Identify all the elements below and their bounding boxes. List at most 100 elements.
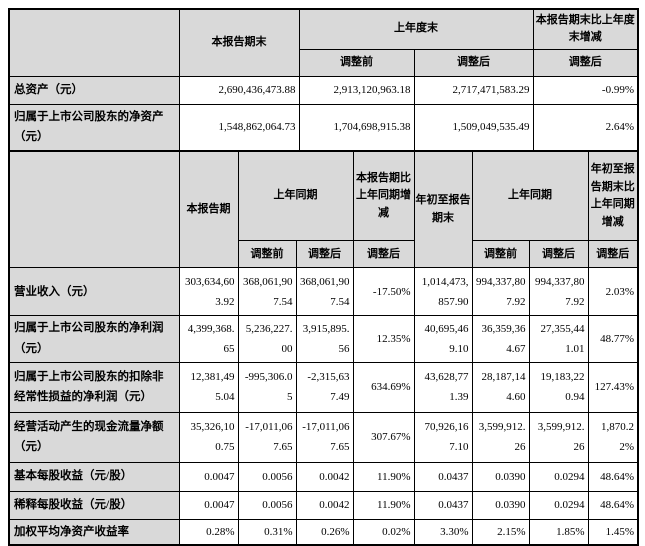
value-cell: 0.0437 — [413, 461, 473, 492]
row-label: 归属于上市公司股东的扣除非经常性损益的净利润（元） — [8, 361, 180, 413]
t1-header-prior-year-end: 上年度末 — [298, 8, 534, 50]
value-cell: 40,695,469.10 — [413, 315, 473, 363]
value-cell: 12.35% — [352, 315, 415, 363]
value-cell: 2.03% — [587, 267, 639, 317]
balance-summary-table: 本报告期末 上年度末 本报告期末比上年度末增减 调整前 调整后 调整后 总资产（… — [8, 8, 639, 152]
value-cell: 48.64% — [587, 461, 639, 492]
income-summary-table: 本报告期 上年同期 本报告期比上年同期增减 年初至报告期末 上年同期 年初至报告… — [8, 149, 639, 546]
row-label: 营业收入（元） — [8, 267, 180, 317]
value-cell: 0.0056 — [237, 461, 297, 492]
row-label: 基本每股收益（元/股） — [8, 461, 180, 492]
row-label: 归属于上市公司股东的净资产（元） — [8, 103, 180, 152]
value-cell: 2.64% — [532, 103, 639, 152]
table-row-net-assets: 归属于上市公司股东的净资产（元） 1,548,862,064.73 1,704,… — [8, 103, 639, 152]
row-label: 总资产（元） — [8, 75, 180, 105]
value-cell: 4,399,368.65 — [178, 315, 239, 363]
value-cell: 0.0294 — [528, 461, 589, 492]
t2-subheader-ytd-change-after-adjust: 调整后 — [587, 240, 639, 269]
value-cell: 35,326,100.75 — [178, 411, 239, 463]
t2-subheader-before-adjust: 调整前 — [237, 240, 297, 269]
table-row-basic-eps: 基本每股收益（元/股） 0.0047 0.0056 0.0042 11.90% … — [8, 461, 639, 492]
value-cell: 303,634,603.92 — [178, 267, 239, 317]
t2-header-prior-period-ytd: 上年同期 — [471, 150, 589, 242]
financial-report-tables: 本报告期末 上年度末 本报告期末比上年度末增减 调整前 调整后 调整后 总资产（… — [8, 8, 639, 546]
value-cell: 3,599,912.26 — [471, 411, 530, 463]
value-cell: 0.28% — [178, 518, 239, 546]
t1-header-current-period-end: 本报告期末 — [178, 8, 300, 77]
value-cell: 2,717,471,583.29 — [413, 75, 534, 105]
value-cell: 1,870.22% — [587, 411, 639, 463]
value-cell: 1,704,698,915.38 — [298, 103, 415, 152]
value-cell: 368,061,907.54 — [295, 267, 354, 317]
value-cell: 0.0390 — [471, 461, 530, 492]
value-cell: 1.45% — [587, 518, 639, 546]
t2-header-row-2: 调整前 调整后 调整后 调整前 调整后 调整后 — [9, 240, 639, 269]
value-cell: -0.99% — [532, 75, 639, 105]
value-cell: 2.15% — [471, 518, 530, 546]
value-cell: 28,187,144.60 — [471, 361, 530, 413]
t1-subheader-after-adjust: 调整后 — [413, 48, 534, 77]
t1-header-row-2: 调整前 调整后 调整后 — [9, 48, 639, 77]
t2-header-row-1: 本报告期 上年同期 本报告期比上年同期增减 年初至报告期末 上年同期 年初至报告… — [8, 150, 639, 269]
value-cell: 2,690,436,473.88 — [178, 75, 300, 105]
value-cell: 70,926,167.10 — [413, 411, 473, 463]
value-cell: 3,599,912.26 — [528, 411, 589, 463]
t2-corner-cell — [8, 150, 180, 269]
value-cell: 0.0047 — [178, 461, 239, 492]
t2-header-ytd-change: 年初至报告期末比上年同期增减 — [587, 150, 639, 242]
value-cell: 994,337,807.92 — [528, 267, 589, 317]
value-cell: 11.90% — [352, 490, 415, 520]
t2-subheader-ytd-before-adjust: 调整前 — [471, 240, 530, 269]
t2-header-ytd: 年初至报告期末 — [413, 150, 473, 269]
value-cell: 127.43% — [587, 361, 639, 413]
t2-header-change: 本报告期比上年同期增减 — [352, 150, 415, 242]
value-cell: 3,915,895.56 — [295, 315, 354, 363]
table-row-total-assets: 总资产（元） 2,690,436,473.88 2,913,120,963.18… — [8, 75, 639, 105]
value-cell: 0.0390 — [471, 490, 530, 520]
t1-header-change: 本报告期末比上年度末增减 — [532, 8, 639, 50]
value-cell: 48.77% — [587, 315, 639, 363]
table-row-operating-cash-flow: 经营活动产生的现金流量净额（元） 35,326,100.75 -17,011,0… — [8, 411, 639, 463]
value-cell: 0.0042 — [295, 461, 354, 492]
table-row-operating-revenue: 营业收入（元） 303,634,603.92 368,061,907.54 36… — [8, 267, 639, 317]
value-cell: 0.0047 — [178, 490, 239, 520]
table-row-net-profit: 归属于上市公司股东的净利润（元） 4,399,368.65 5,236,227.… — [8, 315, 639, 363]
table-row-weighted-avg-roe: 加权平均净资产收益率 0.28% 0.31% 0.26% 0.02% 3.30%… — [8, 518, 639, 546]
t2-subheader-after-adjust: 调整后 — [295, 240, 354, 269]
row-label: 稀释每股收益（元/股） — [8, 490, 180, 520]
value-cell: 12,381,495.04 — [178, 361, 239, 413]
value-cell: 634.69% — [352, 361, 415, 413]
t2-subheader-change-after-adjust: 调整后 — [352, 240, 415, 269]
value-cell: 5,236,227.00 — [237, 315, 297, 363]
value-cell: 994,337,807.92 — [471, 267, 530, 317]
t1-subheader-change-after-adjust: 调整后 — [532, 48, 639, 77]
value-cell: 0.0437 — [413, 490, 473, 520]
value-cell: -17,011,067.65 — [295, 411, 354, 463]
value-cell: 368,061,907.54 — [237, 267, 297, 317]
row-label: 归属于上市公司股东的净利润（元） — [8, 315, 180, 363]
value-cell: 11.90% — [352, 461, 415, 492]
value-cell: 27,355,441.01 — [528, 315, 589, 363]
value-cell: 0.0056 — [237, 490, 297, 520]
t1-header-row-1: 本报告期末 上年度末 本报告期末比上年度末增减 — [8, 8, 639, 77]
value-cell: 1,509,049,535.49 — [413, 103, 534, 152]
value-cell: 307.67% — [352, 411, 415, 463]
t1-subheader-before-adjust: 调整前 — [298, 48, 415, 77]
value-cell: 0.26% — [295, 518, 354, 546]
t2-header-current-period: 本报告期 — [178, 150, 239, 269]
value-cell: 3.30% — [413, 518, 473, 546]
t2-header-prior-period: 上年同期 — [237, 150, 354, 242]
t1-corner-cell — [8, 8, 180, 77]
table-row-net-profit-deducted: 归属于上市公司股东的扣除非经常性损益的净利润（元） 12,381,495.04 … — [8, 361, 639, 413]
value-cell: 48.64% — [587, 490, 639, 520]
value-cell: -17,011,067.65 — [237, 411, 297, 463]
value-cell: 0.0042 — [295, 490, 354, 520]
value-cell: 0.0294 — [528, 490, 589, 520]
value-cell: 1,014,473,857.90 — [413, 267, 473, 317]
value-cell: 19,183,220.94 — [528, 361, 589, 413]
value-cell: 0.31% — [237, 518, 297, 546]
value-cell: -17.50% — [352, 267, 415, 317]
value-cell: 36,359,364.67 — [471, 315, 530, 363]
value-cell: 1.85% — [528, 518, 589, 546]
value-cell: 2,913,120,963.18 — [298, 75, 415, 105]
